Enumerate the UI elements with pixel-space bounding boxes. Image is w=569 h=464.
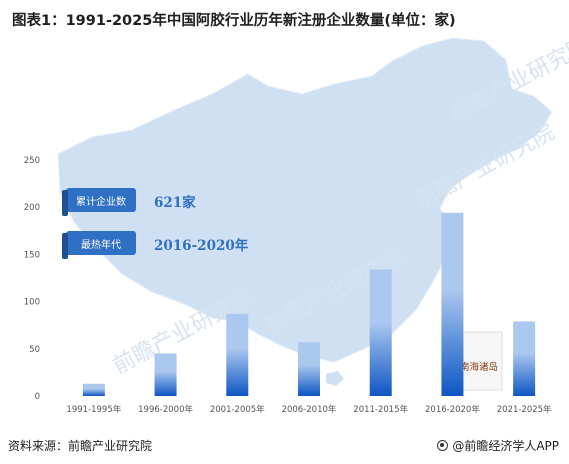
y-tick-label: 50	[29, 345, 40, 355]
x-tick-label: 1991-1995年	[66, 404, 121, 415]
bar	[441, 212, 464, 396]
bar	[369, 269, 392, 396]
callout-value: 2016-2020年	[154, 237, 249, 254]
bar	[82, 383, 105, 396]
bar	[226, 313, 249, 396]
x-tick-label: 2016-2020年	[425, 404, 480, 415]
callout-label: 累计企业数	[76, 195, 126, 208]
y-tick-label: 200	[24, 203, 40, 213]
source-note: 资料来源：前瞻产业研究院	[8, 439, 153, 453]
y-tick-label: 250	[24, 156, 40, 166]
callout-peak: 最热年代 2016-2020年	[62, 231, 249, 259]
bar	[298, 342, 320, 396]
callout-total: 累计企业数 621家	[62, 188, 196, 216]
south-china-sea-inset: 南海诸岛	[457, 331, 503, 391]
x-tick-label: 1996-2000年	[138, 404, 193, 415]
brand: @前瞻经济学人APP	[437, 437, 559, 454]
bars	[82, 212, 536, 396]
map-island	[326, 371, 344, 386]
y-axis: 0 50 100 150 200 250	[24, 156, 40, 402]
callout-badge	[66, 188, 136, 212]
china-map-silhouette	[57, 37, 553, 363]
y-tick-label: 0	[35, 392, 40, 402]
brand-text: @前瞻经济学人APP	[452, 439, 559, 453]
page-title: 图表1：1991-2025年中国阿胶行业历年新注册企业数量(单位：家)	[12, 13, 456, 29]
callout-badge	[66, 231, 136, 255]
x-tick-label: 2011-2015年	[353, 404, 408, 415]
inset-label: 南海诸岛	[460, 361, 498, 373]
chart-area: 前瞻产业研究院 前瞻产业研究院 前瞻产业研究院 前瞻产业研究院 南海诸岛 050…	[24, 34, 569, 415]
y-tick-label: 150	[24, 250, 40, 260]
callout-label: 最热年代	[81, 238, 121, 251]
y-tick-label: 100	[24, 298, 40, 308]
x-axis: 1991-1995年 1996-2000年 2001-2005年 2006-2010年…	[66, 404, 552, 415]
bar	[513, 321, 536, 396]
x-tick-label: 2006-2010年	[282, 404, 337, 415]
brand-logo-icon	[437, 440, 449, 451]
callout-value: 621家	[154, 194, 196, 211]
bar	[154, 353, 177, 396]
x-tick-label: 2021-2025年	[497, 404, 552, 415]
x-tick-label: 2001-2005年	[210, 404, 265, 415]
